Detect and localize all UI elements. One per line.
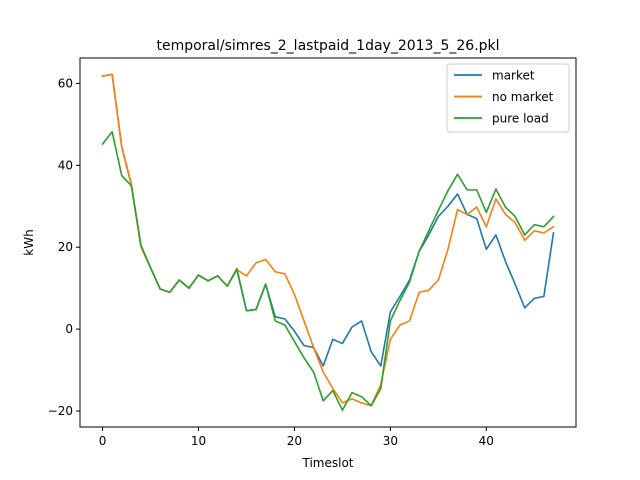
legend-label-2: pure load — [492, 112, 549, 126]
x-tick-label-4: 40 — [479, 434, 494, 448]
series-line-2 — [101, 130, 555, 412]
y-axis-ticks: −20 0 20 40 60 — [48, 76, 80, 418]
y-tick-label-2: 20 — [58, 240, 73, 254]
chart-title: temporal/simres_2_lastpaid_1day_2013_5_2… — [156, 38, 499, 54]
legend-box — [446, 63, 570, 133]
x-tick-label-0: 0 — [99, 434, 107, 448]
x-tick-label-2: 20 — [287, 434, 302, 448]
x-axis-ticks: 0 10 20 30 40 — [99, 427, 494, 448]
plot-border — [79, 57, 577, 428]
x-tick-label-3: 30 — [383, 434, 398, 448]
x-axis-label: Timeslot — [302, 456, 354, 470]
legend-label-0: market — [492, 69, 535, 83]
legend-label-1: no market — [492, 90, 554, 104]
y-tick-label-1: 0 — [65, 322, 73, 336]
legend: market no market pure load — [446, 63, 570, 133]
y-tick-label-4: 60 — [58, 76, 73, 90]
y-axis-label: kWh — [22, 229, 36, 255]
y-tick-label-3: 40 — [58, 158, 73, 172]
y-tick-label-0: −20 — [48, 404, 73, 418]
x-tick-label-1: 10 — [191, 434, 206, 448]
series-layer — [101, 73, 555, 412]
